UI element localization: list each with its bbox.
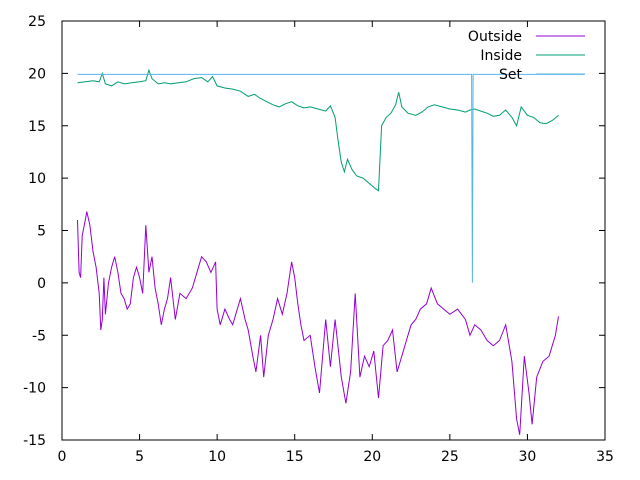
legend-label-outside: Outside <box>468 29 522 45</box>
x-tick-label: 0 <box>58 449 67 465</box>
y-tick-label: 0 <box>37 276 46 292</box>
x-tick-label: 10 <box>208 449 226 465</box>
series-line-outside <box>77 211 559 435</box>
axis-ticks: 0 5 10 15 20 25 30 35 -15 -10 -5 0 5 10 15 20 25 <box>23 14 614 465</box>
x-tick-label: 20 <box>363 449 381 465</box>
y-tick-label: -15 <box>23 433 46 449</box>
y-tick-label: 10 <box>28 171 46 187</box>
legend: Outside Inside Set <box>468 29 585 83</box>
x-tick-label: 15 <box>286 449 304 465</box>
y-tick-label: -5 <box>32 328 46 344</box>
series-layer <box>77 68 585 435</box>
y-tick-label: 15 <box>28 119 46 135</box>
y-tick-label: -10 <box>23 381 46 397</box>
y-tick-label: 20 <box>28 66 46 82</box>
legend-label-inside: Inside <box>480 48 522 64</box>
legend-label-set: Set <box>499 67 523 83</box>
x-tick-label: 30 <box>519 449 537 465</box>
series-line-inside <box>77 68 559 192</box>
x-tick-label: 35 <box>596 449 614 465</box>
y-tick-label: 25 <box>28 14 46 30</box>
x-tick-label: 25 <box>441 449 459 465</box>
y-tick-label: 5 <box>37 224 46 240</box>
x-tick-label: 5 <box>135 449 144 465</box>
series-line-set <box>77 73 585 283</box>
